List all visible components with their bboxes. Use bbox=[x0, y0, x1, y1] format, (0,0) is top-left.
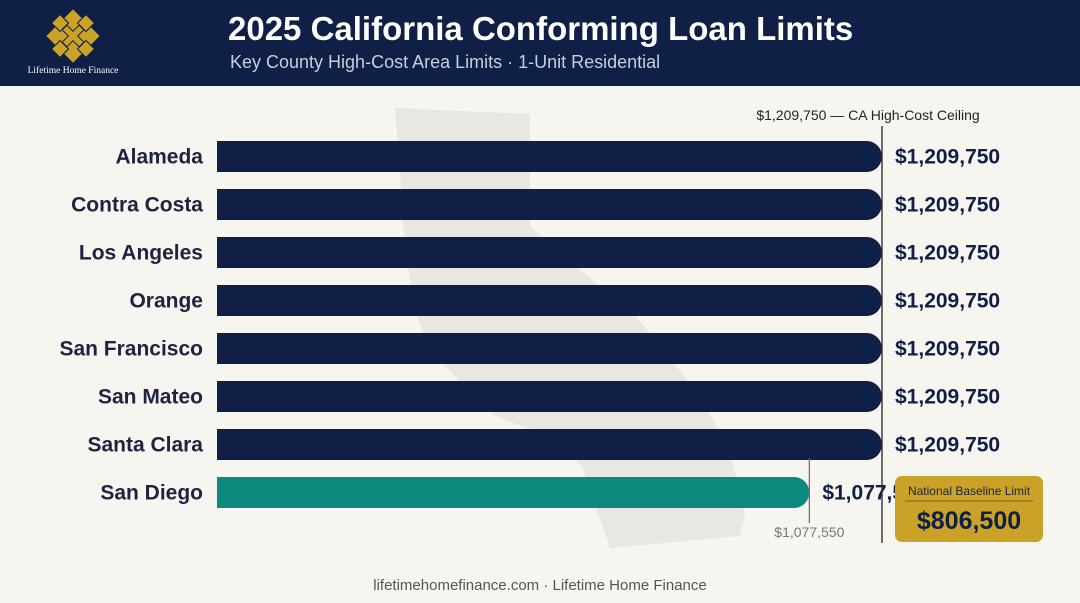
bar-san-diego bbox=[217, 477, 810, 508]
bar-contra-costa bbox=[217, 189, 882, 220]
bar-los-angeles bbox=[217, 237, 882, 268]
category-label: Santa Clara bbox=[87, 434, 203, 457]
bar-orange bbox=[217, 285, 882, 316]
value-label: $1,209,750 bbox=[895, 386, 1000, 409]
bar-alameda bbox=[217, 141, 882, 172]
bar-santa-clara bbox=[217, 429, 882, 460]
san-diego-marker-label: $1,077,550 bbox=[774, 524, 844, 540]
category-label: San Francisco bbox=[59, 338, 203, 361]
category-label: Contra Costa bbox=[71, 194, 203, 217]
chart-area: Alameda $1,209,750 Contra Costa $1,209,750 L… bbox=[0, 86, 1080, 603]
logo: Lifetime Home Finance bbox=[18, 8, 128, 80]
baseline-box-value: $806,500 bbox=[917, 507, 1021, 535]
logo-emblem-icon bbox=[44, 8, 102, 64]
footer-text: lifetimehomefinance.com · Lifetime Home … bbox=[373, 577, 707, 594]
ceiling-label: $1,209,750 — CA High-Cost Ceiling bbox=[756, 107, 979, 123]
value-label: $1,209,750 bbox=[895, 290, 1000, 313]
category-label: San Diego bbox=[100, 482, 203, 505]
page-title: 2025 California Conforming Loan Limits bbox=[228, 10, 854, 47]
logo-text: Lifetime Home Finance bbox=[27, 66, 119, 76]
category-label: Orange bbox=[129, 290, 203, 313]
bar-san-francisco bbox=[217, 333, 882, 364]
value-label: $1,209,750 bbox=[895, 434, 1000, 457]
category-label: Los Angeles bbox=[79, 242, 203, 265]
header: Lifetime Home Finance 2025 California Co… bbox=[0, 0, 1080, 86]
value-label: $1,209,750 bbox=[895, 146, 1000, 169]
value-label: $1,209,750 bbox=[895, 338, 1000, 361]
bar-san-mateo bbox=[217, 381, 882, 412]
value-label: $1,209,750 bbox=[895, 194, 1000, 217]
baseline-box-title: National Baseline Limit bbox=[908, 484, 1031, 498]
category-label: San Mateo bbox=[98, 386, 203, 409]
value-label: $1,209,750 bbox=[895, 242, 1000, 265]
bar-chart: Alameda $1,209,750 Contra Costa $1,209,750 L… bbox=[59, 107, 1043, 548]
page-subtitle: Key County High-Cost Area Limits · 1-Uni… bbox=[230, 52, 661, 72]
baseline-box bbox=[895, 476, 1043, 542]
category-label: Alameda bbox=[115, 146, 203, 169]
